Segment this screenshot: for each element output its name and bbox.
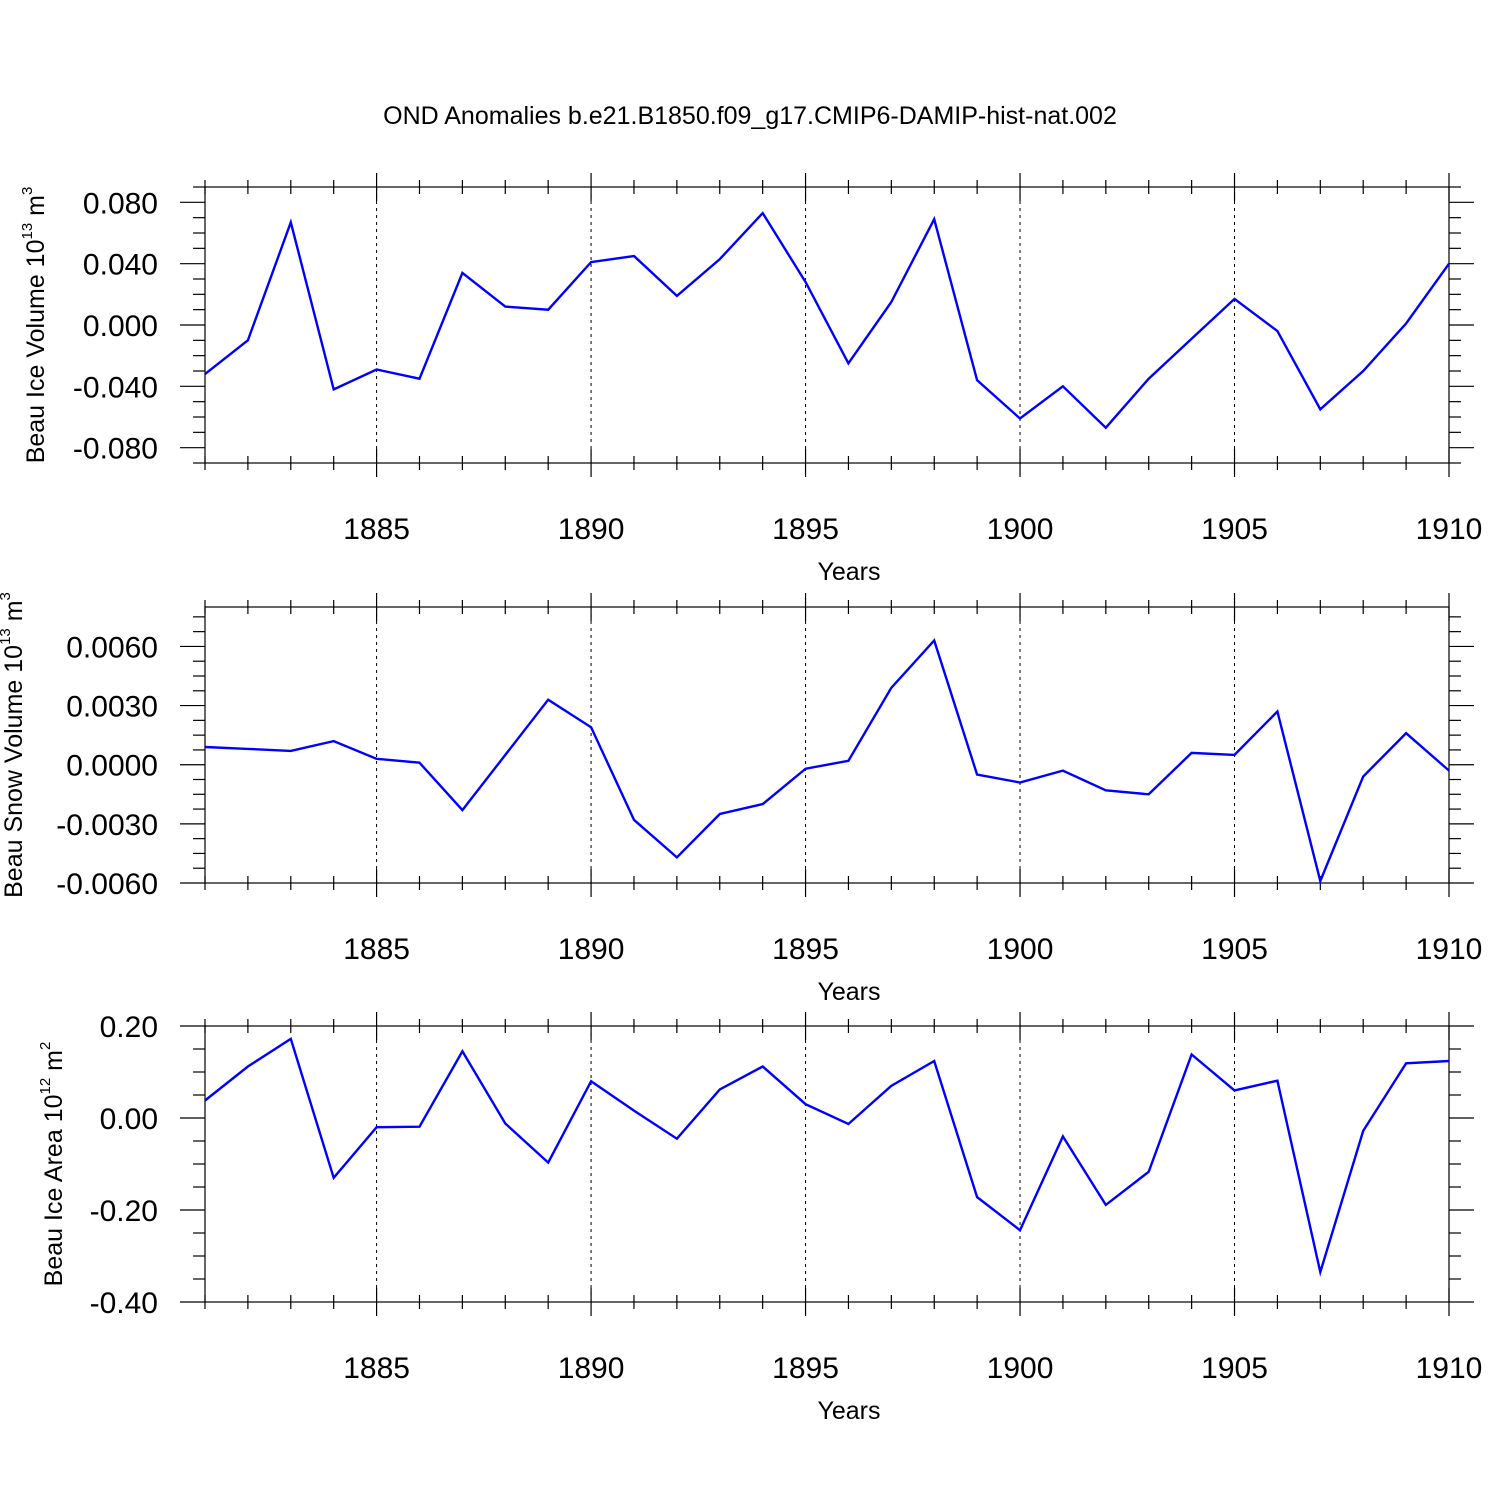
y-tick-label: 0.0030 (66, 691, 158, 724)
series-line-ice-area (204, 1037, 1450, 1277)
y-axis-label-main: Beau Ice Area 10 (40, 1095, 68, 1287)
y-tick-label: -0.20 (90, 1195, 158, 1228)
y-tick-label: 0.0060 (66, 631, 158, 664)
y-axis-label-unit-exp: 3 (19, 187, 36, 195)
y-tick-label: -0.040 (73, 371, 158, 404)
y-axis-label-exp: 12 (37, 1078, 54, 1095)
y-tick-label: 0.040 (83, 249, 158, 282)
y-tick-label: -0.0060 (56, 868, 158, 901)
y-axis-label-unit: m (0, 600, 28, 628)
y-axis-label: Beau Ice Volume 1013 m3 (19, 187, 50, 464)
x-tick-label: 1890 (558, 1352, 625, 1385)
series-line-ice-volume (204, 211, 1450, 430)
y-tick-label: -0.40 (90, 1287, 158, 1320)
x-tick-label: 1885 (343, 513, 410, 546)
panel-snow-volume: 1885 1890 1895 1900 1905 1910 0.0060 0.0030 0.00… (0, 592, 1482, 1006)
x-tick-label: 1895 (772, 933, 839, 966)
y-tick-label: -0.080 (73, 433, 158, 466)
x-tick-label: 1890 (558, 933, 625, 966)
x-axis-label: Years (817, 978, 880, 1006)
x-axis-label: Years (817, 558, 880, 586)
plot-frame (204, 1025, 1450, 1303)
x-tick-label: 1905 (1201, 933, 1268, 966)
panel-ice-volume: 1885 1890 1895 1900 1905 1910 0.080 0.040 0.000 -… (19, 173, 1482, 586)
y-axis-label-unit-exp: 2 (37, 1042, 54, 1050)
y-tick-label: 0.0000 (66, 750, 158, 783)
y-axis-label-unit-exp: 3 (0, 592, 14, 600)
panel-ice-area: 1885 1890 1895 1900 1905 1910 0.20 0.00 -0.20 -0.… (37, 1011, 1482, 1425)
x-tick-label: 1900 (987, 933, 1054, 966)
x-tick-label: 1900 (987, 513, 1054, 546)
chart-title: OND Anomalies b.e21.B1850.f09_g17.CMIP6-… (383, 102, 1117, 130)
y-axis-label-main: Beau Snow Volume 10 (0, 645, 28, 898)
y-axis-label: Beau Ice Area 1012 m2 (37, 1042, 68, 1287)
y-axis-label-exp: 13 (0, 628, 14, 645)
y-axis-label: Beau Snow Volume 1013 m3 (0, 592, 28, 898)
x-tick-label: 1910 (1416, 933, 1483, 966)
x-tick-label: 1900 (987, 1352, 1054, 1385)
series-line-snow-volume (204, 638, 1450, 885)
x-tick-label: 1910 (1416, 1352, 1483, 1385)
x-axis-label: Years (817, 1397, 880, 1425)
x-tick-label: 1895 (772, 1352, 839, 1385)
y-axis-label-exp: 13 (19, 223, 36, 240)
y-axis-label-unit: m (40, 1050, 68, 1078)
x-tick-label: 1910 (1416, 513, 1483, 546)
y-tick-label: 0.00 (100, 1103, 158, 1136)
y-axis-label-unit: m (22, 195, 50, 223)
x-tick-label: 1890 (558, 513, 625, 546)
x-tick-label: 1885 (343, 933, 410, 966)
y-tick-label: -0.0030 (56, 809, 158, 842)
y-tick-label: 0.080 (83, 187, 158, 220)
y-tick-label: 0.000 (83, 310, 158, 343)
x-tick-label: 1885 (343, 1352, 410, 1385)
plot-frame (204, 606, 1450, 884)
x-tick-label: 1895 (772, 513, 839, 546)
y-tick-label: 0.20 (100, 1011, 158, 1044)
y-axis-label-main: Beau Ice Volume 10 (22, 240, 50, 464)
x-tick-label: 1905 (1201, 1352, 1268, 1385)
x-tick-label: 1905 (1201, 513, 1268, 546)
